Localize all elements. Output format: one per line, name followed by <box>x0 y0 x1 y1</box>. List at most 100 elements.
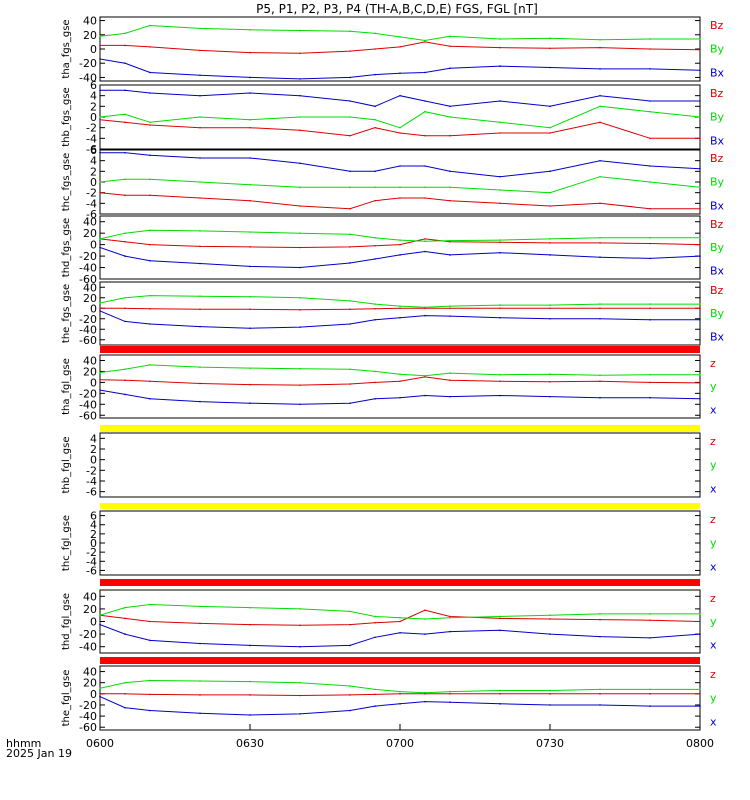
data-point <box>399 197 401 199</box>
y-tick-label: 20 <box>83 292 97 305</box>
data-point <box>124 89 126 92</box>
data-point <box>149 639 151 642</box>
data-point <box>299 681 301 684</box>
data-point <box>349 610 351 613</box>
data-point <box>499 239 501 241</box>
x-tick-label: 0630 <box>236 737 264 750</box>
data-point <box>374 636 376 639</box>
data-point <box>249 680 251 683</box>
data-point <box>499 132 501 134</box>
data-point <box>499 373 501 376</box>
y-tick-label: -20 <box>79 699 97 712</box>
data-point <box>99 302 101 304</box>
data-point <box>599 693 601 695</box>
y-tick-label: 0 <box>90 176 97 189</box>
series-line-Bz <box>100 41 700 54</box>
data-point <box>149 92 151 94</box>
data-point <box>99 614 101 616</box>
data-point <box>149 679 151 682</box>
y-tick-label: -60 <box>79 273 97 286</box>
y-tick-label: 0 <box>90 239 97 252</box>
data-point <box>699 137 701 140</box>
data-point <box>299 29 301 32</box>
data-point <box>549 47 551 50</box>
y-tick-label: 0 <box>90 537 97 550</box>
data-point <box>699 38 701 40</box>
series-line-y <box>100 679 700 694</box>
data-point <box>599 613 601 615</box>
y-axis-label: thd_fgs_gse <box>61 218 72 277</box>
data-point <box>299 246 301 249</box>
data-point <box>124 393 126 396</box>
legend-entry: Bx <box>710 264 725 277</box>
data-point <box>399 316 401 319</box>
y-tick-label: 40 <box>83 590 97 603</box>
data-point <box>449 305 451 307</box>
data-point <box>349 30 351 33</box>
x-tick-label: 0730 <box>536 737 564 750</box>
data-point <box>649 207 651 210</box>
legend-entry: By <box>710 176 725 189</box>
data-point <box>499 703 501 705</box>
data-point <box>149 229 151 232</box>
data-point <box>374 186 376 189</box>
data-point <box>349 300 351 302</box>
data-point <box>399 307 401 310</box>
data-point <box>699 373 701 376</box>
data-point <box>399 254 401 256</box>
data-point <box>549 238 551 240</box>
y-tick-label: -60 <box>79 721 97 734</box>
data-point <box>399 165 401 167</box>
data-point <box>249 644 251 647</box>
y-tick-label: 0 <box>90 454 97 467</box>
panel-frame <box>99 665 701 731</box>
data-point <box>424 394 426 397</box>
data-point <box>449 395 451 398</box>
y-tick-label: -40 <box>79 323 97 336</box>
data-point <box>299 162 301 165</box>
data-point <box>99 246 101 249</box>
status-bar-red <box>100 346 700 353</box>
panel-frame <box>99 16 701 82</box>
series-line-z <box>100 376 700 386</box>
data-point <box>449 379 451 382</box>
data-point <box>99 693 101 695</box>
data-point <box>299 78 301 80</box>
data-point <box>374 258 376 260</box>
x-tick-label: 0600 <box>86 737 114 750</box>
data-point <box>499 121 501 124</box>
data-point <box>124 255 126 257</box>
data-point <box>424 376 426 378</box>
y-tick-label: -2 <box>86 546 97 559</box>
y-tick-label: 0 <box>90 688 97 701</box>
data-point <box>349 246 351 248</box>
y-tick-label: -20 <box>79 57 97 70</box>
y-tick-label: -40 <box>79 262 97 275</box>
data-point <box>199 230 201 232</box>
data-point <box>449 630 451 633</box>
data-point <box>249 308 251 311</box>
data-point <box>449 372 451 374</box>
series-line-By <box>100 295 700 308</box>
data-point <box>349 368 351 371</box>
y-tick-label: -4 <box>86 475 97 488</box>
y-tick-label: 20 <box>83 603 97 616</box>
series-line-y <box>100 603 700 620</box>
data-point <box>374 126 376 129</box>
data-point <box>349 685 351 687</box>
data-point <box>349 100 351 102</box>
data-point <box>349 116 351 118</box>
data-point <box>349 644 351 647</box>
data-point <box>499 615 501 618</box>
y-tick-label: 20 <box>83 365 97 378</box>
data-point <box>99 44 101 47</box>
y-tick-label: -40 <box>79 641 97 654</box>
data-point <box>449 616 451 619</box>
data-point <box>424 240 426 242</box>
data-point <box>449 170 451 173</box>
data-point <box>149 364 151 366</box>
data-point <box>649 165 651 167</box>
y-tick-label: 0 <box>90 616 97 629</box>
legend-entry: z <box>710 668 716 681</box>
